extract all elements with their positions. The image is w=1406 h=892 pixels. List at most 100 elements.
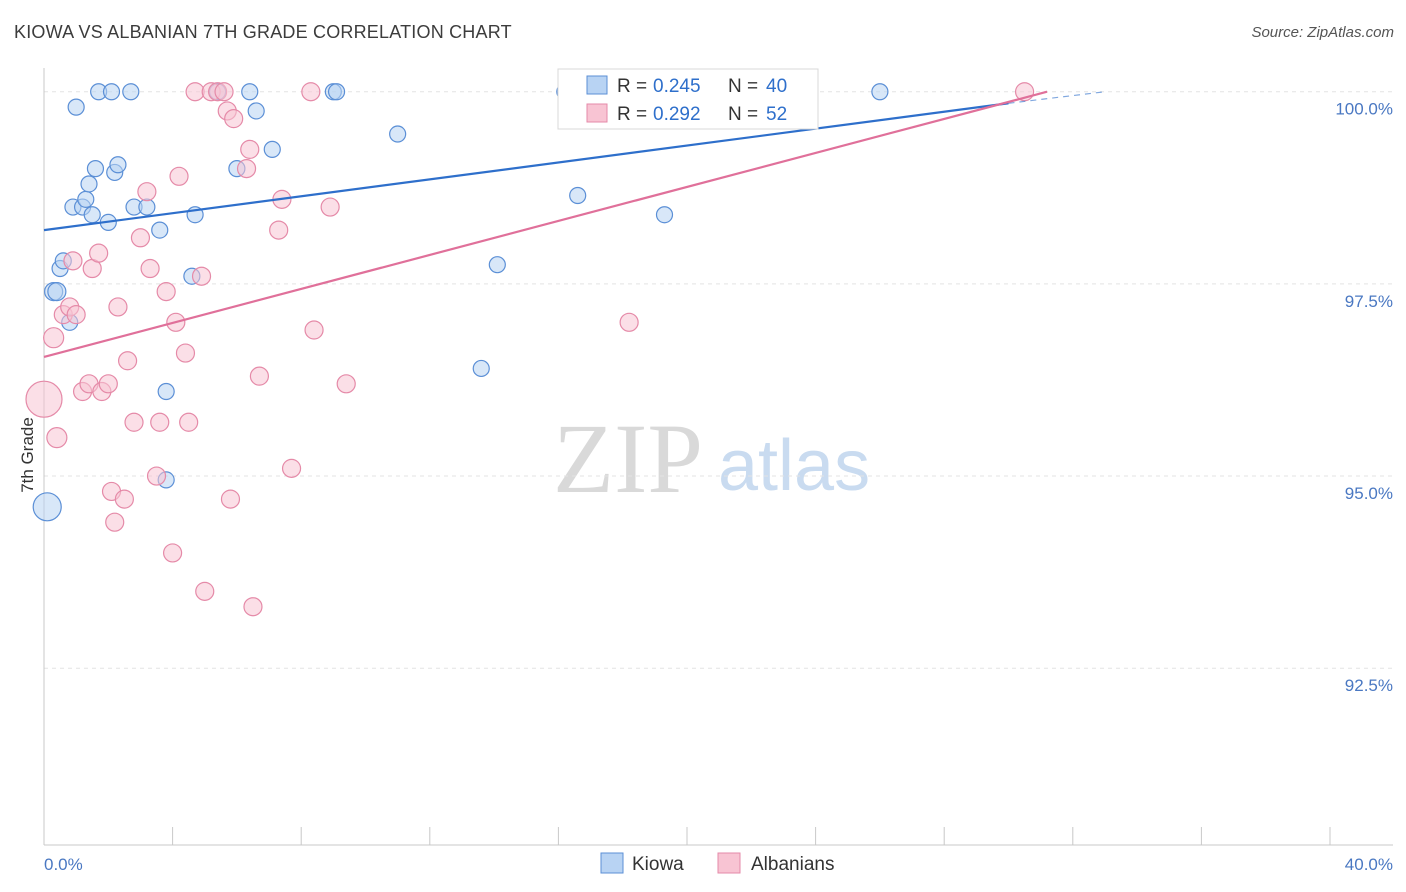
albanians-point-27 xyxy=(169,166,189,186)
source-label: Source: ZipAtlas.com xyxy=(1251,24,1394,41)
albanians-point-12 xyxy=(98,374,118,394)
albanians-point-35 xyxy=(214,82,234,102)
albanians-point-50 xyxy=(619,312,639,332)
legend-n-label-1: N = xyxy=(728,76,758,97)
albanians-point-18 xyxy=(124,412,144,432)
legend-n-value-2: 52 xyxy=(766,104,787,125)
kiowa-point-29 xyxy=(247,102,265,120)
albanians-point-45 xyxy=(281,458,302,478)
albanians-point-16 xyxy=(114,489,134,509)
legend-n-value-1: 40 xyxy=(766,76,787,97)
albanians-point-43 xyxy=(269,220,289,240)
y-tick-label-3: 92.5% xyxy=(1345,676,1393,695)
kiowa-point-17 xyxy=(109,156,127,174)
series-legend: Kiowa Albanians xyxy=(600,852,834,875)
kiowa-point-34 xyxy=(472,359,490,378)
albanians-point-46 xyxy=(301,82,321,102)
albanians-point-25 xyxy=(163,543,183,563)
albanians-point-31 xyxy=(191,266,212,286)
chart-title: KIOWA VS ALBANIAN 7TH GRADE CORRELATION … xyxy=(14,22,512,42)
albanians-point-17 xyxy=(117,351,138,371)
kiowa-point-37 xyxy=(569,186,587,205)
kiowa-point-39 xyxy=(871,83,889,101)
albanians-point-37 xyxy=(220,489,241,509)
kiowa-trend-line xyxy=(43,102,1009,232)
albanians-point-10 xyxy=(89,243,109,263)
bottom-legend-swatch-albanians xyxy=(717,852,741,874)
kiowa-point-21 xyxy=(151,221,169,239)
kiowa-point-10 xyxy=(80,175,98,193)
albanians-point-49 xyxy=(336,374,356,394)
albanians-point-30 xyxy=(185,82,205,102)
watermark-zip: ZIP xyxy=(553,403,703,514)
albanians-point-40 xyxy=(240,139,260,159)
bottom-legend-albanians: Albanians xyxy=(751,854,834,875)
x-tick-label-1: 40.0% xyxy=(1345,855,1393,874)
bottom-legend-swatch-kiowa xyxy=(600,852,624,874)
correlation-legend: R = 0.245 N = 40 R = 0.292 N = 52 xyxy=(557,68,819,130)
kiowa-point-0 xyxy=(32,492,62,522)
trend-lines xyxy=(43,90,1106,358)
y-axis-title: 7th Grade xyxy=(18,417,37,493)
kiowa-point-32 xyxy=(327,83,346,101)
y-tick-labels: 100.0% 97.5% 95.0% 92.5% xyxy=(1335,100,1393,695)
albanians-point-15 xyxy=(108,297,128,317)
watermark-atlas: atlas xyxy=(718,426,870,506)
x-tick-label-0: 0.0% xyxy=(44,855,83,874)
x-tick-labels: 0.0% 40.0% xyxy=(44,855,1393,874)
kiowa-point-7 xyxy=(67,98,85,116)
legend-r-value-2: 0.292 xyxy=(653,104,701,125)
albanians-point-6 xyxy=(66,305,86,325)
kiowa-trend-extension xyxy=(1008,91,1106,104)
albanians-point-5 xyxy=(63,251,83,271)
kiowa-points xyxy=(32,83,889,522)
kiowa-point-38 xyxy=(655,206,674,224)
albanians-point-29 xyxy=(179,412,199,432)
albanians-point-42 xyxy=(249,366,270,386)
legend-swatch-albanians xyxy=(586,103,608,123)
albanians-point-0 xyxy=(25,380,63,418)
kiowa-point-33 xyxy=(389,125,407,143)
albanians-point-32 xyxy=(195,581,215,601)
albanians-point-39 xyxy=(236,159,257,179)
kiowa-point-20 xyxy=(138,198,156,216)
albanians-point-2 xyxy=(46,427,68,449)
albanians-point-28 xyxy=(175,343,196,363)
legend-r-label-1: R = xyxy=(617,76,647,97)
albanians-point-21 xyxy=(140,258,160,279)
kiowa-point-22 xyxy=(157,382,175,401)
albanians-point-23 xyxy=(150,412,170,432)
y-tick-label-1: 97.5% xyxy=(1345,292,1393,311)
y-tick-label-0: 100.0% xyxy=(1335,100,1393,119)
legend-n-label-2: N = xyxy=(728,104,758,125)
albanian-points xyxy=(25,82,1035,617)
albanians-trend-line xyxy=(43,90,1048,358)
kiowa-point-9 xyxy=(77,190,95,208)
kiowa-point-12 xyxy=(86,160,105,178)
y-tick-label-2: 95.0% xyxy=(1345,484,1393,503)
albanians-point-14 xyxy=(105,512,125,532)
albanians-point-38 xyxy=(224,109,244,129)
kiowa-point-2 xyxy=(47,281,67,302)
watermark: ZIP atlas xyxy=(553,403,870,514)
legend-r-value-1: 0.245 xyxy=(653,76,701,97)
albanians-point-1 xyxy=(43,327,65,349)
kiowa-point-35 xyxy=(488,256,506,274)
albanians-point-19 xyxy=(130,228,151,248)
albanians-point-20 xyxy=(137,182,157,202)
albanians-point-22 xyxy=(146,466,167,486)
albanians-point-24 xyxy=(156,281,176,302)
legend-swatch-kiowa xyxy=(586,75,608,95)
albanians-point-47 xyxy=(304,320,324,340)
kiowa-point-28 xyxy=(241,83,259,101)
axes xyxy=(43,68,1393,846)
kiowa-point-30 xyxy=(263,140,281,158)
bottom-legend-kiowa: Kiowa xyxy=(632,854,684,875)
kiowa-point-11 xyxy=(83,206,101,224)
legend-r-label-2: R = xyxy=(617,104,647,125)
kiowa-point-15 xyxy=(102,83,121,101)
albanians-point-48 xyxy=(320,197,340,217)
kiowa-point-18 xyxy=(122,83,140,101)
albanians-point-41 xyxy=(243,597,263,617)
